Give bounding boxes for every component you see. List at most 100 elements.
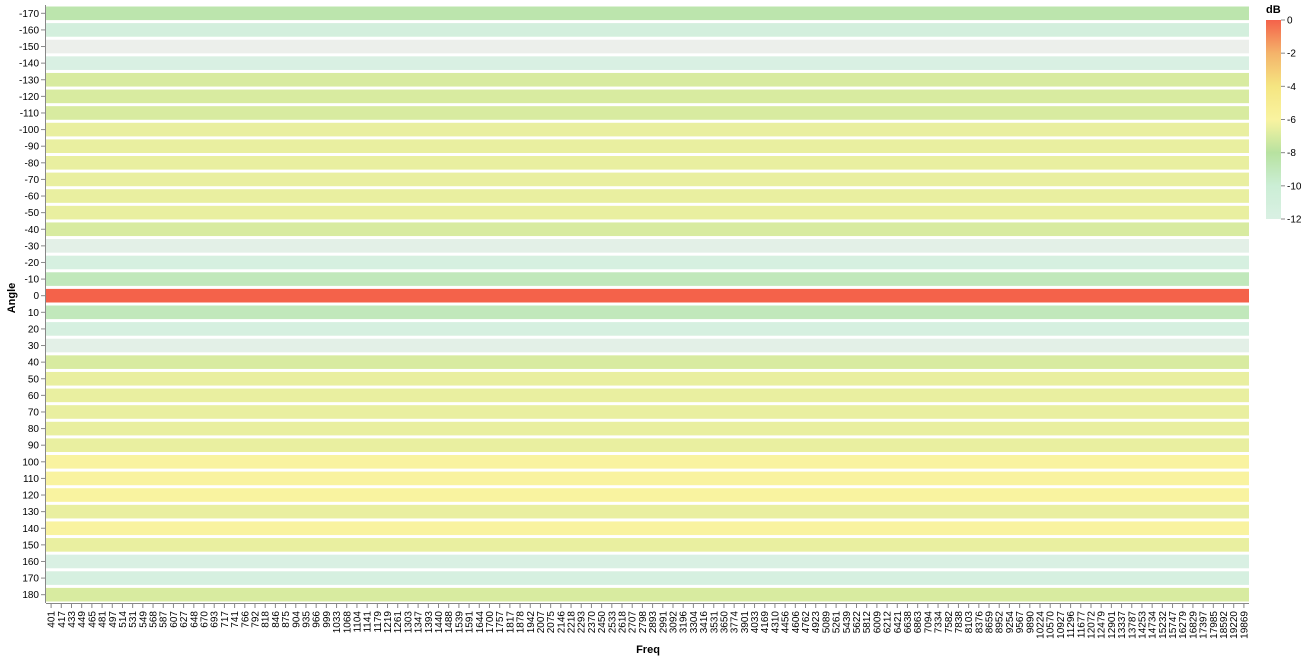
y-tick-label: 100 (22, 457, 39, 468)
x-tick-label: 2618 (618, 611, 629, 634)
x-tick-label: 846 (271, 611, 282, 628)
y-tick-label: 180 (22, 590, 39, 601)
x-tick-label: 5622 (852, 611, 863, 634)
y-axis-title: Angle (6, 283, 18, 314)
x-tick-label: 11677 (1076, 611, 1087, 639)
heatmap-row-neg130 (46, 72, 1249, 87)
heatmap-row-160 (46, 554, 1249, 569)
x-tick-label: 17985 (1209, 611, 1220, 639)
x-tick-label: 607 (169, 611, 180, 628)
x-tick-label: 1261 (393, 611, 404, 634)
x-tick-label: 1591 (465, 611, 476, 634)
x-tick-label: 966 (312, 611, 323, 628)
x-tick-label: 7334 (934, 611, 945, 634)
legend-tick-label: -2 (1287, 49, 1296, 60)
y-tick-label: 30 (28, 341, 40, 352)
x-tick-label: 670 (200, 611, 211, 628)
heatmap-row-180 (46, 587, 1249, 602)
x-tick-label: 4169 (760, 611, 771, 634)
x-tick-label: 9567 (1015, 611, 1026, 634)
x-tick-label: 6212 (883, 611, 894, 634)
x-tick-label: 2893 (648, 611, 659, 634)
x-tick-label: 1141 (363, 611, 374, 633)
x-tick-label: 904 (291, 611, 302, 628)
x-tick-label: 1817 (505, 611, 516, 634)
x-tick-label: 4923 (811, 611, 822, 634)
x-tick-label: 5261 (832, 611, 843, 634)
y-tick-label: 80 (28, 424, 40, 435)
y-tick-label: 110 (23, 474, 39, 485)
x-tick-label: 2146 (556, 611, 567, 634)
y-tick-label: -50 (25, 208, 40, 219)
x-tick-label: 7582 (944, 611, 955, 634)
x-tick-label: 1700 (485, 611, 496, 634)
y-tick-label: 40 (28, 358, 40, 369)
heatmap-row-neg80 (46, 156, 1249, 170)
x-tick-label: 999 (322, 611, 333, 628)
y-tick-label: -30 (25, 241, 40, 252)
x-tick-label: 8659 (985, 611, 996, 634)
x-tick-label: 4033 (750, 611, 761, 634)
x-tick-label: 1179 (373, 611, 384, 633)
y-tick-label: -20 (25, 258, 40, 269)
x-tick-label: 13337 (1117, 611, 1128, 639)
heatmap-row-neg110 (46, 106, 1249, 120)
y-tick-label: -10 (25, 275, 40, 286)
x-tick-label: 741 (230, 611, 241, 628)
heatmap-row-150 (46, 538, 1249, 552)
x-tick-label: 3901 (740, 611, 751, 634)
y-tick-label: 130 (22, 507, 39, 518)
x-tick-label: 12072 (1086, 611, 1097, 639)
x-tick-label: 2991 (658, 611, 669, 634)
x-tick-label: 6421 (893, 611, 904, 634)
y-tick-label: -150 (19, 42, 39, 53)
legend-tick-label: -8 (1287, 148, 1296, 159)
x-tick-label: 1757 (495, 611, 506, 634)
heatmap-row-neg120 (46, 89, 1249, 104)
x-tick-label: 2370 (587, 611, 598, 634)
y-tick-label: -140 (19, 59, 39, 70)
legend-tick-label: -6 (1287, 115, 1296, 126)
x-tick-label: 6863 (913, 611, 924, 634)
x-tick-label: 1539 (454, 611, 465, 634)
x-tick-label: 15232 (1158, 611, 1169, 639)
y-tick-label: 10 (28, 308, 40, 319)
heatmap-row-70 (46, 405, 1249, 419)
x-tick-label: 4762 (801, 611, 812, 634)
x-tick-label: 465 (87, 611, 98, 628)
x-tick-label: 549 (138, 611, 149, 628)
x-tick-label: 514 (118, 611, 129, 628)
x-tick-label: 531 (128, 611, 139, 628)
x-tick-label: 8952 (995, 611, 1006, 634)
x-tick-label: 18592 (1219, 611, 1230, 639)
y-axis: -170-160-150-140-130-120-110-100-90-80-7… (19, 5, 46, 603)
x-tick-label: 4310 (770, 611, 781, 634)
legend-tick-label: -12 (1287, 215, 1302, 226)
x-tick-label: 12901 (1107, 611, 1118, 639)
x-tick-label: 9254 (1005, 611, 1016, 634)
x-tick-label: 3650 (719, 611, 730, 634)
x-tick-label: 1440 (434, 611, 445, 634)
x-tick-label: 7094 (923, 611, 934, 634)
x-tick-label: 3531 (709, 611, 720, 634)
x-tick-label: 13787 (1127, 611, 1138, 639)
y-tick-label: 20 (28, 324, 40, 335)
legend-title: dB (1266, 4, 1281, 16)
x-tick-label: 3092 (668, 611, 679, 634)
heatmap-row-100 (46, 455, 1249, 469)
x-tick-label: 16279 (1178, 611, 1189, 639)
y-tick-label: 150 (22, 540, 39, 551)
heatmap-row-neg140 (46, 56, 1249, 70)
heatmap-row-neg170 (46, 6, 1249, 21)
y-tick-label: -60 (25, 192, 40, 203)
legend-gradient-bar (1266, 20, 1281, 219)
x-tick-label: 568 (149, 611, 160, 628)
legend-tick-label: 0 (1287, 16, 1293, 27)
y-tick-label: 160 (22, 557, 39, 568)
x-tick-label: 818 (261, 611, 272, 628)
x-tick-label: 2218 (567, 611, 578, 634)
y-tick-label: 170 (22, 574, 39, 585)
x-tick-label: 935 (301, 611, 312, 628)
x-tick-label: 3416 (699, 611, 710, 634)
